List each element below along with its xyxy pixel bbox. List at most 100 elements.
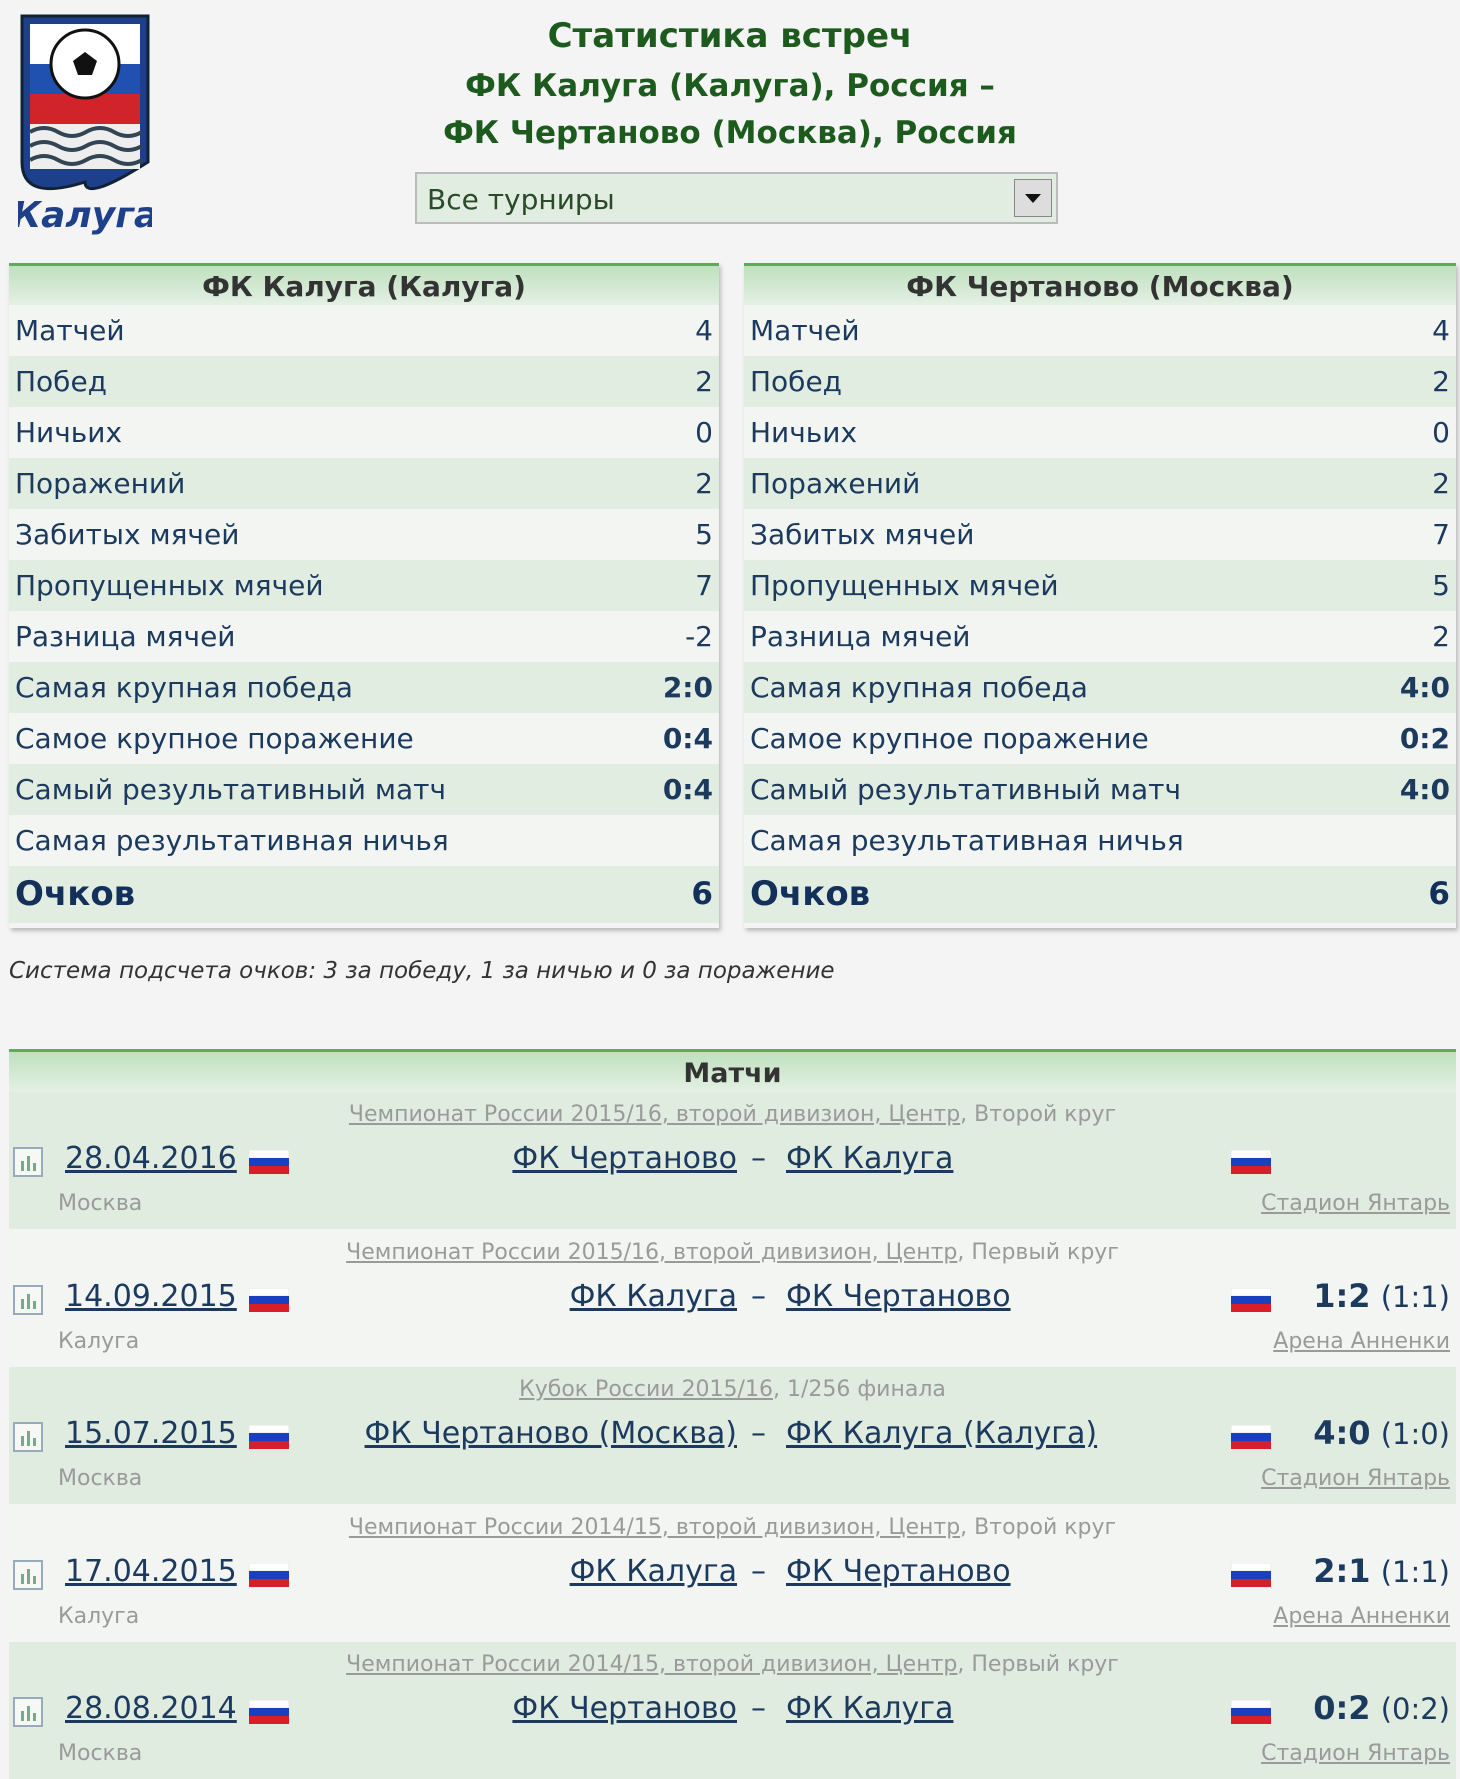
stat-value: 0 (1432, 416, 1450, 449)
stat-value: 2 (1432, 620, 1450, 653)
bars-icon (21, 1293, 36, 1309)
round: , Первый круг (957, 1652, 1119, 1677)
score-main: 0:2 (1313, 1689, 1371, 1727)
team-header: ФК Калуга (Калуга) (9, 263, 719, 305)
tournament-line: Чемпионат России 2014/15, второй дивизио… (9, 1652, 1456, 1677)
stat-row: Разница мячей -2 (9, 611, 719, 662)
score-half: (1:0) (1380, 1417, 1450, 1451)
stat-row: Матчей 4 (9, 305, 719, 356)
stat-label: Самая крупная победа (15, 671, 353, 704)
match-row: Чемпионат России 2015/16, второй дивизио… (9, 1229, 1456, 1367)
away-team[interactable]: ФК Калуга (786, 1691, 954, 1726)
home-team[interactable]: ФК Калуга (569, 1553, 737, 1589)
stat-value: 7 (695, 569, 713, 602)
match-row: Чемпионат России 2015/16, второй дивизио… (9, 1092, 1456, 1229)
match-row: Чемпионат России 2014/15, второй дивизио… (9, 1504, 1456, 1642)
stadium[interactable]: Арена Анненки (1273, 1603, 1450, 1629)
tournament-line: Кубок России 2015/16, 1/256 финала (9, 1377, 1456, 1402)
away-team[interactable]: ФК Чертаново (786, 1553, 1011, 1589)
tournament-line: Чемпионат России 2015/16, второй дивизио… (9, 1102, 1456, 1127)
score-main: 2:1 (1313, 1551, 1371, 1590)
stat-value: 2:0 (662, 671, 713, 704)
stats-icon[interactable] (13, 1284, 43, 1315)
tournament-link[interactable]: Чемпионат России 2014/15, второй дивизио… (346, 1652, 958, 1677)
away-team[interactable]: ФК Калуга (Калуга) (786, 1416, 1098, 1451)
stat-row: Разница мячей 2 (744, 611, 1456, 662)
arrow-icon (1025, 194, 1041, 203)
subtitle: ФК Калуга (Калуга), Россия – (465, 68, 995, 104)
flag-icon (1231, 1150, 1271, 1174)
stat-label: Забитых мячей (750, 518, 975, 551)
stat-value: 2 (1432, 365, 1450, 398)
round: , 1/256 финала (772, 1377, 946, 1402)
flag-icon (1231, 1287, 1271, 1312)
stat-label: Самая результативная ничья (15, 824, 449, 857)
stats-icon[interactable] (13, 1147, 43, 1177)
stats-icon[interactable] (13, 1559, 43, 1590)
stat-value: 4 (1432, 314, 1450, 347)
stat-value: 5 (1432, 569, 1450, 602)
away-team[interactable]: ФК Чертаново (786, 1278, 1011, 1314)
stat-row: Самое крупное поражение 0:4 (9, 713, 719, 764)
match-date[interactable]: 14.09.2015 (65, 1278, 237, 1314)
home-team[interactable]: ФК Чертаново (512, 1141, 737, 1176)
stat-row: Самая результативная ничья (744, 815, 1456, 866)
away-team[interactable]: ФК Калуга (786, 1141, 954, 1176)
home-team[interactable]: ФК Калуга (569, 1278, 737, 1314)
stat-value: 0:4 (662, 722, 713, 755)
stat-label: Самое крупное поражение (750, 722, 1149, 755)
stadium[interactable]: Стадион Янтарь (1261, 1191, 1450, 1216)
stat-value: 4:0 (1399, 671, 1450, 704)
bars-icon (21, 1431, 36, 1446)
score-half: (1:1) (1380, 1554, 1450, 1589)
round: , Второй круг (960, 1102, 1117, 1127)
home-team[interactable]: ФК Чертаново (Москва) (364, 1416, 737, 1451)
tournament-link[interactable]: Чемпионат России 2015/16, второй дивизио… (346, 1239, 958, 1265)
score: 0:2 (0:2) (1313, 1689, 1450, 1727)
tournament-link[interactable]: Чемпионат России 2015/16, второй дивизио… (348, 1102, 961, 1127)
tournament-select[interactable]: Все турниры (415, 172, 1058, 224)
team-header: ФК Чертаново (Москва) (744, 263, 1456, 305)
stats-icon[interactable] (13, 1422, 43, 1452)
round: , Второй круг (960, 1514, 1117, 1540)
city: Калуга (58, 1603, 140, 1629)
stat-value: 2 (1432, 467, 1450, 500)
stadium[interactable]: Стадион Янтарь (1261, 1741, 1450, 1766)
stat-label: Самое крупное поражение (15, 722, 414, 755)
city: Москва (58, 1466, 143, 1491)
logo-text: Калуга (18, 195, 152, 236)
stat-row: Забитых мячей 7 (744, 509, 1456, 560)
stat-value: 5 (695, 518, 713, 551)
stat-row: Самая крупная победа 4:0 (744, 662, 1456, 713)
points-row: Очков 6 (9, 866, 719, 923)
club-logo: Калуга (18, 14, 152, 236)
city: Москва (58, 1741, 143, 1766)
stat-row: Матчей 4 (744, 305, 1456, 356)
stat-label: Пропущенных мячей (750, 569, 1059, 602)
subtitle: ФК Чертаново (Москва), Россия (443, 115, 1017, 151)
match-date[interactable]: 15.07.2015 (65, 1416, 237, 1451)
select-arrow[interactable] (1014, 179, 1052, 217)
match-date[interactable]: 17.04.2015 (65, 1553, 237, 1589)
stat-row: Забитых мячей 5 (9, 509, 719, 560)
tournament-link[interactable]: Чемпионат России 2014/15, второй дивизио… (348, 1514, 961, 1540)
match-date[interactable]: 28.08.2014 (65, 1691, 237, 1726)
score: 2:1 (1:1) (1313, 1552, 1450, 1590)
flag-icon (1231, 1700, 1271, 1724)
stadium[interactable]: Стадион Янтарь (1261, 1466, 1450, 1491)
team-table: ФК Калуга (Калуга) Матчей 4 Побед 2 Ничьих 0 По… (9, 263, 719, 928)
stadium[interactable]: Арена Анненки (1273, 1328, 1450, 1354)
stat-label: Самая крупная победа (750, 671, 1088, 704)
match-date[interactable]: 28.04.2016 (65, 1141, 237, 1176)
tournament-link[interactable]: Кубок России 2015/16 (519, 1377, 773, 1402)
score-main: 4:0 (1313, 1414, 1371, 1452)
stat-label: Самая результативная ничья (750, 824, 1184, 857)
stat-value: 0 (695, 416, 713, 449)
points-label: Очков (750, 874, 871, 914)
home-team[interactable]: ФК Чертаново (512, 1691, 737, 1726)
stats-icon[interactable] (13, 1697, 43, 1727)
stat-row: Пропущенных мячей 7 (9, 560, 719, 611)
stat-value: 2 (695, 467, 713, 500)
stat-label: Побед (15, 365, 108, 398)
